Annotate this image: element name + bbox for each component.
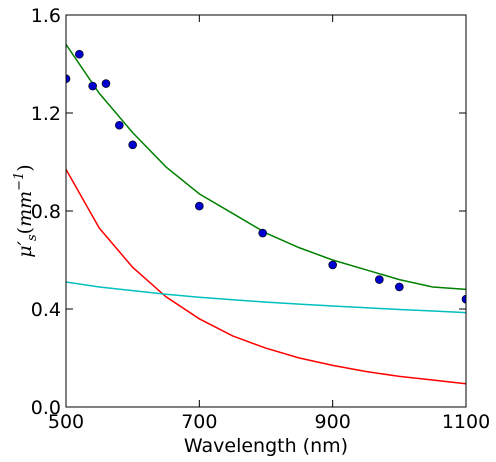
data-point-6	[128, 140, 137, 150]
data-point-5	[115, 120, 124, 130]
data-point-8	[258, 228, 267, 238]
data-point-2	[75, 49, 84, 59]
y-axis-ticks: 0.0 0.4 0.8 1.2 1.6	[31, 5, 466, 419]
data-point-11	[395, 282, 404, 292]
y-axis-subscript: s	[25, 234, 40, 241]
x-tick-label-2: 700	[181, 411, 217, 433]
y-axis-exponent: −1	[12, 172, 27, 191]
x-axis-ticks: 500 700 900 1100	[48, 15, 490, 433]
data-point-10	[375, 275, 384, 284]
y-axis-open-paren: (	[14, 227, 36, 234]
fit-curve-1	[66, 43, 466, 291]
data-point-1	[66, 74, 71, 83]
fit-curve-3	[66, 281, 466, 314]
x-tick-label-4: 1100	[442, 411, 490, 433]
x-tick-label-1: 500	[48, 411, 84, 433]
y-tick-label-5: 1.6	[31, 5, 61, 27]
y-axis-close-paren: )	[14, 164, 36, 171]
data-point-12	[461, 294, 466, 304]
y-axis-title: μ′s(mm−1)	[12, 164, 40, 257]
data-point-7	[195, 201, 204, 211]
y-tick-label-3: 0.8	[31, 201, 61, 223]
fit-curve-2	[66, 168, 466, 385]
data-point-3	[88, 81, 97, 91]
y-tick-label-4: 1.2	[31, 103, 61, 125]
y-tick-label-1: 0.0	[31, 397, 61, 419]
data-point-4	[101, 79, 111, 88]
fit-curves	[66, 43, 466, 385]
measured-points	[66, 49, 466, 304]
y-axis-symbol: μ	[14, 245, 36, 257]
x-tick-label-3: 900	[315, 411, 351, 433]
y-axis-prime: ′	[14, 240, 36, 245]
y-axis-unit: mm	[14, 191, 36, 227]
x-axis-title: Wavelength (nm)	[184, 435, 348, 457]
y-tick-label-2: 0.4	[31, 299, 61, 321]
data-point-9	[328, 260, 337, 270]
